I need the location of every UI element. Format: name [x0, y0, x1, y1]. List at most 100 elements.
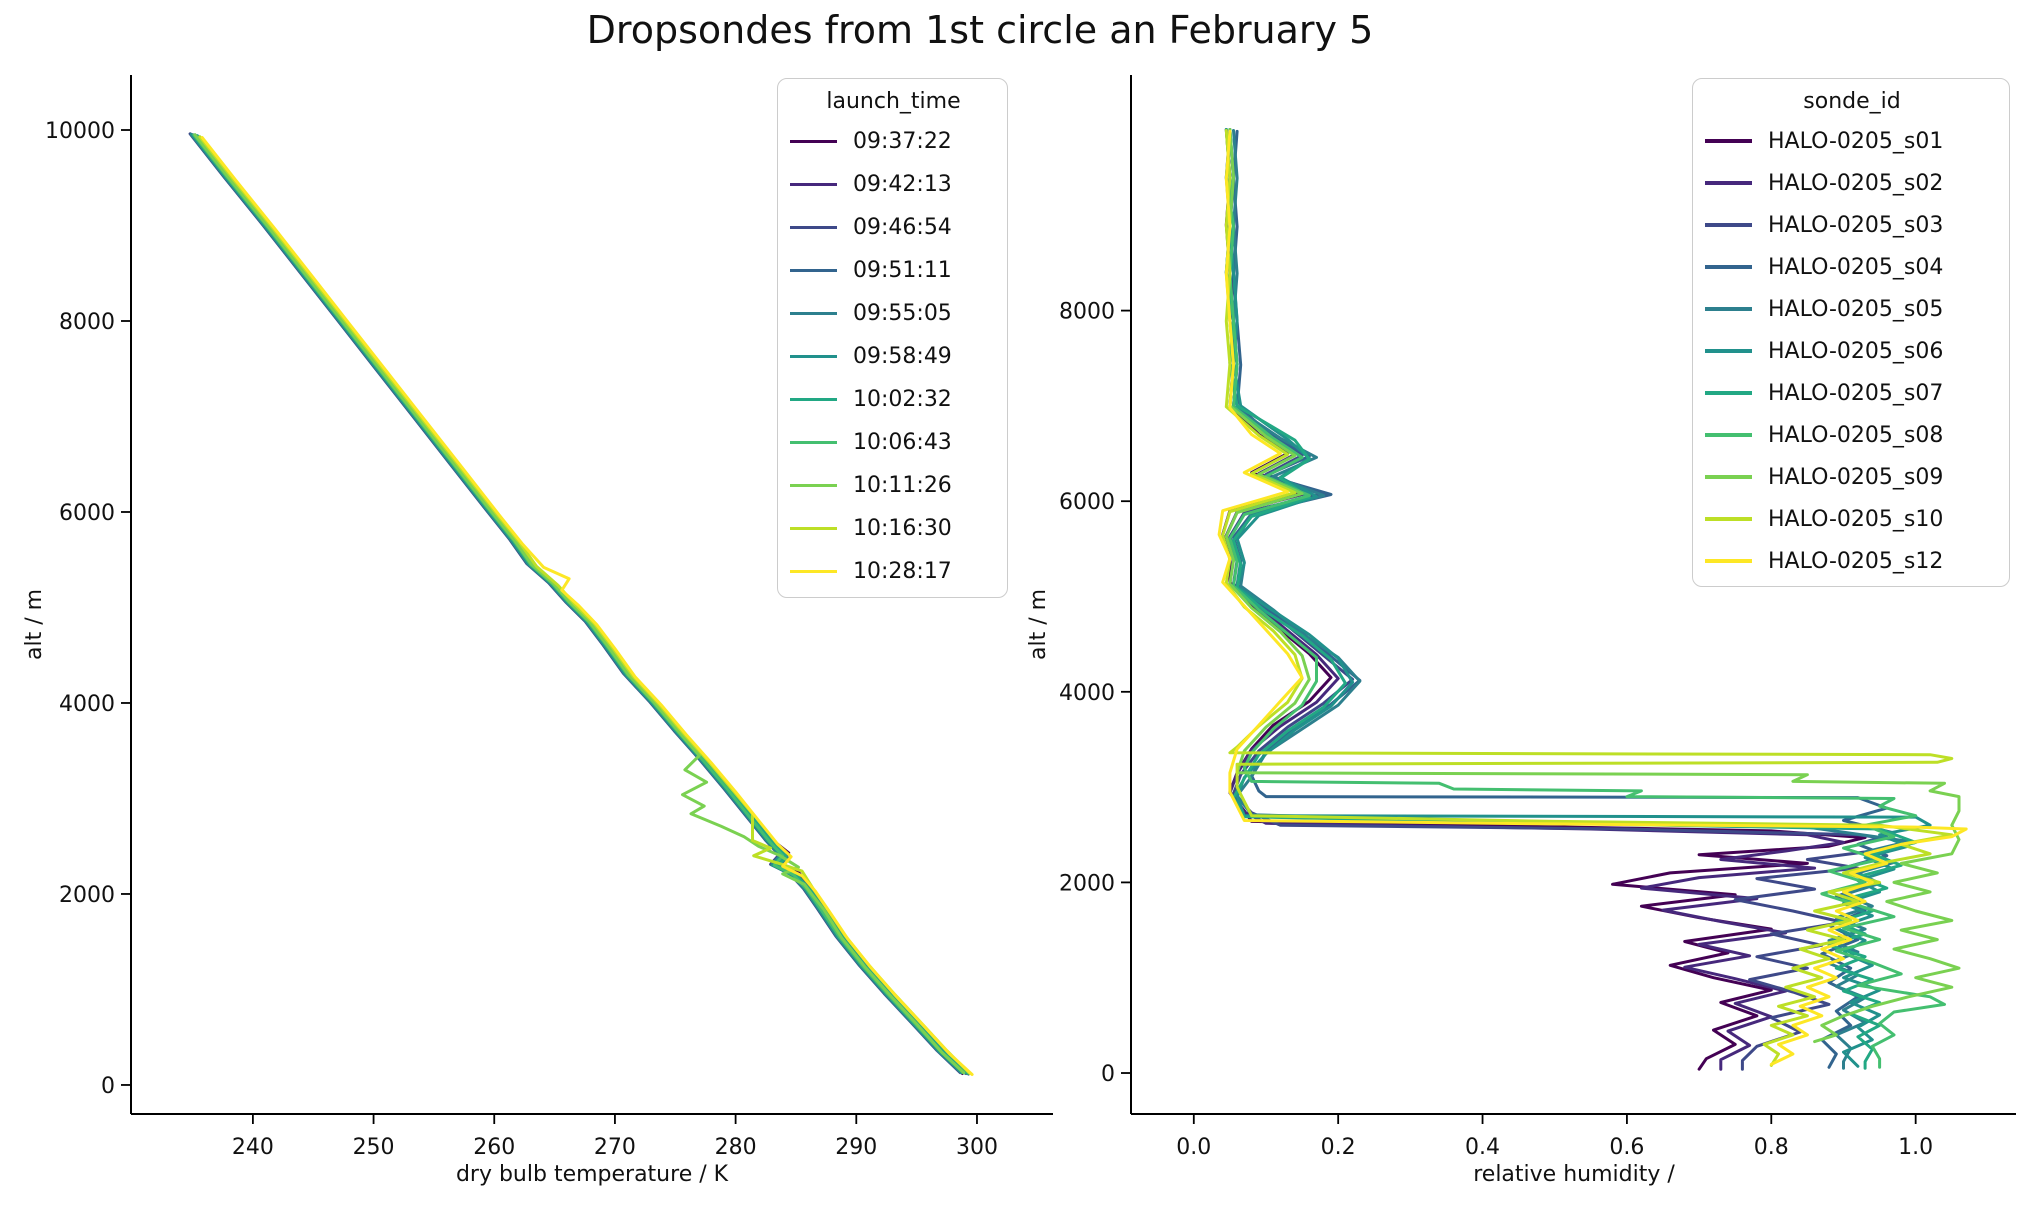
left-series-line-10:28:17[interactable] — [200, 136, 974, 1076]
legend-title: launch_time — [826, 89, 961, 114]
legend-line-swatch — [1705, 265, 1752, 269]
right-y-tick-label: 8000 — [1059, 300, 1115, 325]
legend-item: HALO-0205_s06 — [1705, 330, 1999, 372]
legend-line-swatch — [790, 311, 837, 316]
legend-item: HALO-0205_s08 — [1705, 414, 1999, 456]
legend-line-swatch — [1705, 559, 1752, 563]
right-x-tick-label: 0.4 — [1465, 1135, 1500, 1160]
legend-line-swatch — [790, 526, 837, 531]
legend-item-label: 10:28:17 — [853, 559, 952, 584]
left-series-line-10:11:26[interactable] — [193, 133, 966, 1075]
legend-item: 10:16:30 — [790, 507, 997, 550]
legend-item: HALO-0205_s12 — [1705, 540, 1999, 582]
legend-item-label: HALO-0205_s09 — [1768, 464, 1944, 490]
legend-line-swatch — [1705, 139, 1752, 143]
legend-item: 10:28:17 — [790, 550, 997, 593]
right-series-line-HALO-0205_s10[interactable] — [1221, 129, 1954, 1067]
figure-title: Dropsondes from 1st circle an February 5 — [586, 8, 1374, 52]
legend-item-label: HALO-0205_s12 — [1768, 548, 1944, 574]
legend-line-swatch — [790, 569, 837, 574]
right-y-tick-label: 0 — [1101, 1062, 1115, 1087]
right-x-tick-label: 0.0 — [1176, 1135, 1211, 1160]
legend-item: HALO-0205_s03 — [1705, 204, 1999, 246]
legend-sonde-id: sonde_id HALO-0205_s01 HALO-0205_s02 HALO-… — [1692, 78, 2010, 587]
right-yaxis-label: alt / m — [1026, 588, 1051, 660]
legend-line-swatch — [790, 354, 837, 359]
legend-item-label: 09:55:05 — [853, 301, 952, 326]
legend-item: 10:11:26 — [790, 464, 997, 507]
left-xaxis-label: dry bulb temperature / K — [455, 1162, 729, 1187]
right-y-tick-label: 2000 — [1059, 871, 1115, 896]
left-y-tick-label: 10000 — [45, 119, 115, 144]
legend-item: HALO-0205_s05 — [1705, 288, 1999, 330]
legend-item: HALO-0205_s02 — [1705, 162, 1999, 204]
left-x-tick-label: 280 — [715, 1135, 757, 1160]
legend-item-label: 10:11:26 — [853, 473, 952, 498]
legend-item-label: HALO-0205_s02 — [1768, 170, 1944, 196]
left-x-tick-label: 300 — [956, 1135, 998, 1160]
legend-item: 09:55:05 — [790, 292, 997, 335]
legend-item-label: 10:16:30 — [853, 516, 952, 541]
left-y-tick-label: 8000 — [59, 310, 115, 335]
legend-item: 10:02:32 — [790, 378, 997, 421]
left-x-tick-label: 250 — [353, 1135, 395, 1160]
legend-item-label: 09:51:11 — [853, 258, 952, 283]
right-series-line-HALO-0205_s08[interactable] — [1224, 129, 1946, 1069]
left-x-tick-label: 260 — [473, 1135, 515, 1160]
right-y-tick-label: 4000 — [1059, 681, 1115, 706]
left-x-tick-label: 290 — [835, 1135, 877, 1160]
legend-item-label: 09:46:54 — [853, 215, 952, 240]
legend-item-label: HALO-0205_s01 — [1768, 128, 1944, 154]
legend-line-swatch — [790, 139, 837, 144]
legend-item: HALO-0205_s07 — [1705, 372, 1999, 414]
legend-line-swatch — [1705, 391, 1752, 395]
right-series-line-HALO-0205_s05[interactable] — [1232, 129, 1910, 1070]
left-y-tick-label: 2000 — [59, 883, 115, 908]
legend-line-swatch — [1705, 223, 1752, 227]
legend-line-swatch — [790, 182, 837, 187]
right-series-line-HALO-0205_s12[interactable] — [1217, 129, 1968, 1066]
legend-line-swatch — [1705, 475, 1752, 479]
legend-item-label: HALO-0205_s03 — [1768, 212, 1944, 238]
legend-item: 10:06:43 — [790, 421, 997, 464]
legend-line-swatch — [1705, 433, 1752, 437]
legend-item: 09:58:49 — [790, 335, 997, 378]
right-y-tick-label: 6000 — [1059, 490, 1115, 515]
legend-line-swatch — [790, 440, 837, 445]
legend-item-label: 10:06:43 — [853, 430, 952, 455]
legend-launch-time: launch_time 09:37:22 09:42:13 09:46:54 09:5… — [777, 78, 1008, 598]
legend-item: HALO-0205_s10 — [1705, 498, 1999, 540]
legend-item-label: HALO-0205_s08 — [1768, 422, 1944, 448]
legend-item: 09:42:13 — [790, 163, 997, 206]
left-y-tick-label: 4000 — [59, 692, 115, 717]
legend-title: sonde_id — [1803, 89, 1901, 114]
legend-items: HALO-0205_s01 HALO-0205_s02 HALO-0205_s03 H… — [1705, 120, 1999, 582]
legend-item: 09:46:54 — [790, 206, 997, 249]
legend-line-swatch — [1705, 349, 1752, 353]
legend-item: 09:37:22 — [790, 120, 997, 163]
legend-line-swatch — [1705, 181, 1752, 185]
legend-item-label: 09:58:49 — [853, 344, 952, 369]
right-xaxis-label: relative humidity / — [1473, 1162, 1675, 1187]
right-x-tick-label: 1.0 — [1898, 1135, 1933, 1160]
right-x-tick-label: 0.8 — [1754, 1135, 1789, 1160]
legend-item: HALO-0205_s01 — [1705, 120, 1999, 162]
legend-item-label: 09:37:22 — [853, 129, 952, 154]
legend-item-label: HALO-0205_s04 — [1768, 254, 1944, 280]
legend-item-label: 10:02:32 — [853, 387, 952, 412]
legend-item: HALO-0205_s09 — [1705, 456, 1999, 498]
right-x-tick-label: 0.6 — [1609, 1135, 1644, 1160]
legend-line-swatch — [1705, 517, 1752, 521]
right-x-tick-label: 0.2 — [1321, 1135, 1356, 1160]
legend-item-label: 09:42:13 — [853, 172, 952, 197]
left-x-tick-label: 270 — [594, 1135, 636, 1160]
legend-item-label: HALO-0205_s06 — [1768, 338, 1944, 364]
left-y-tick-label: 6000 — [59, 501, 115, 526]
right-series-line-HALO-0205_s09[interactable] — [1224, 128, 1961, 1044]
legend-item-label: HALO-0205_s05 — [1768, 296, 1944, 322]
legend-item-label: HALO-0205_s10 — [1768, 506, 1944, 532]
legend-line-swatch — [790, 483, 837, 488]
legend-item: 09:51:11 — [790, 249, 997, 292]
